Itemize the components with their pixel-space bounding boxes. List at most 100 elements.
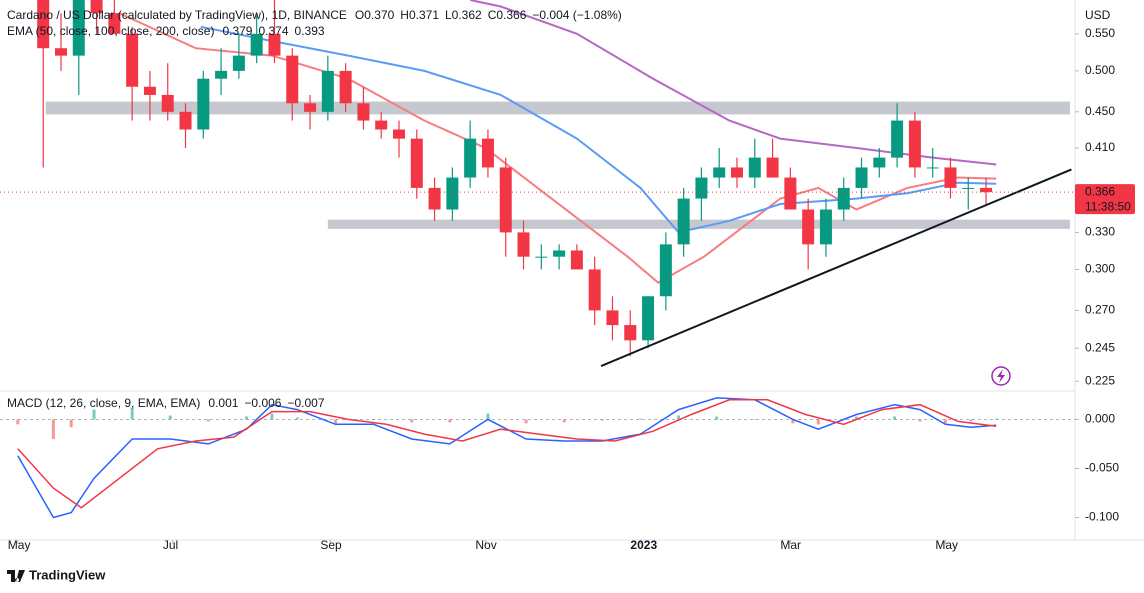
candle-body: [570, 250, 583, 270]
histogram-bar: [486, 413, 490, 420]
histogram-bar: [51, 419, 55, 440]
legend-value: 0.001: [208, 396, 238, 410]
last-price-box: [1075, 184, 1135, 215]
price-zone: [327, 219, 1070, 229]
y-tick-label: -0.050: [1085, 461, 1119, 475]
macd-pane: [0, 397, 1075, 519]
ema-line: [469, 0, 997, 166]
candle-body: [980, 187, 993, 193]
y-tick-label: 0.270: [1085, 303, 1115, 317]
candle-body: [908, 120, 921, 168]
macd-line: [17, 397, 997, 519]
candle-body: [392, 129, 405, 139]
x-tick-label: 2023: [630, 538, 657, 552]
candle-body: [730, 167, 743, 178]
candle-body: [944, 167, 957, 188]
y-tick-label: 0.410: [1085, 140, 1115, 154]
ema-line: [200, 25, 997, 234]
candle-body: [819, 209, 832, 245]
histogram-bar: [333, 419, 337, 424]
x-tick-label: Sep: [320, 538, 342, 552]
histogram-bar: [92, 409, 96, 420]
legend-value: O0.370: [355, 8, 395, 22]
y-tick-label: 0.225: [1085, 373, 1115, 387]
candle-body: [321, 70, 334, 112]
candle-body: [72, 0, 85, 56]
candle-body: [588, 269, 601, 311]
histogram-bar: [562, 419, 566, 423]
histogram-bar: [918, 419, 922, 422]
candle-body: [375, 120, 388, 130]
candle-body: [54, 48, 67, 56]
candle-body: [304, 103, 317, 112]
candle-body: [677, 198, 690, 245]
histogram-bar: [16, 419, 20, 425]
histogram-bar: [295, 417, 299, 420]
candle-body: [855, 167, 868, 188]
candle-body: [642, 296, 655, 341]
candle-body: [232, 55, 245, 71]
histogram-bar: [130, 407, 134, 420]
axis-title: USD: [1085, 8, 1111, 22]
candle-body: [215, 70, 228, 79]
macd-line: [17, 399, 997, 509]
candle-body: [695, 177, 708, 199]
histogram-bar: [524, 419, 528, 424]
x-tick-label: Nov: [475, 538, 496, 552]
candle-body: [535, 256, 548, 258]
y-tick-label: 0.450: [1085, 104, 1115, 118]
histogram-bar: [410, 419, 414, 423]
x-tick-label: Jul: [163, 538, 178, 552]
trend-line: [600, 168, 1072, 367]
candle-body: [802, 209, 815, 245]
price-zone: [45, 101, 1070, 115]
candle-body: [517, 232, 530, 257]
histogram-bar: [753, 419, 757, 420]
candle-body: [179, 111, 192, 130]
candle-body: [161, 94, 174, 112]
last-price-label: 0.366: [1085, 184, 1115, 198]
candle-body: [357, 103, 370, 121]
candle-body: [837, 187, 850, 210]
candle-body: [339, 70, 352, 104]
candle-body: [464, 138, 477, 178]
legend-value: −0.004 (−1.08%): [532, 8, 621, 22]
y-tick-label: -0.100: [1085, 510, 1119, 524]
candle-body: [410, 138, 423, 188]
candle-body: [553, 250, 566, 257]
y-tick-label: 0.550: [1085, 26, 1115, 40]
histogram-bar: [168, 415, 172, 420]
axes: 0.550 0.500 0.450 0.410 0.330 0.300 0.270 0.245…: [8, 26, 1135, 552]
legend-value: −0.007: [287, 396, 324, 410]
candle-body: [926, 167, 939, 169]
candle-body: [446, 177, 459, 210]
histogram-bar: [791, 419, 795, 424]
candle-body: [962, 187, 975, 189]
candle-body: [784, 177, 797, 210]
x-tick-label: May: [8, 538, 31, 552]
tradingview-logo: TradingView: [7, 567, 106, 582]
legend-value: C0.366: [488, 8, 527, 22]
legend-header: Cardano / US Dollar (calculated by Tradi…: [7, 8, 622, 410]
legend-value: −0.006: [244, 396, 281, 410]
candle-body: [873, 157, 886, 168]
legend-value: 0.379: [222, 24, 252, 38]
x-tick-label: Mar: [780, 538, 801, 552]
y-tick-label: 0.330: [1085, 225, 1115, 239]
price-pane: [0, 0, 1075, 367]
histogram-bar: [372, 419, 376, 420]
ema-title: EMA (50, close, 100, close, 200, close): [7, 24, 214, 38]
candle-body: [90, 0, 103, 14]
y-tick-label: 0.300: [1085, 262, 1115, 276]
candle-body: [197, 78, 210, 130]
y-tick-label: 0.245: [1085, 340, 1115, 354]
candle-body: [891, 120, 904, 158]
histogram-bar: [206, 419, 210, 422]
candle-body: [766, 157, 779, 178]
x-tick-label: May: [935, 538, 958, 552]
candle-body: [37, 0, 50, 49]
histogram-bar: [448, 419, 452, 423]
histogram-bar: [638, 418, 642, 420]
